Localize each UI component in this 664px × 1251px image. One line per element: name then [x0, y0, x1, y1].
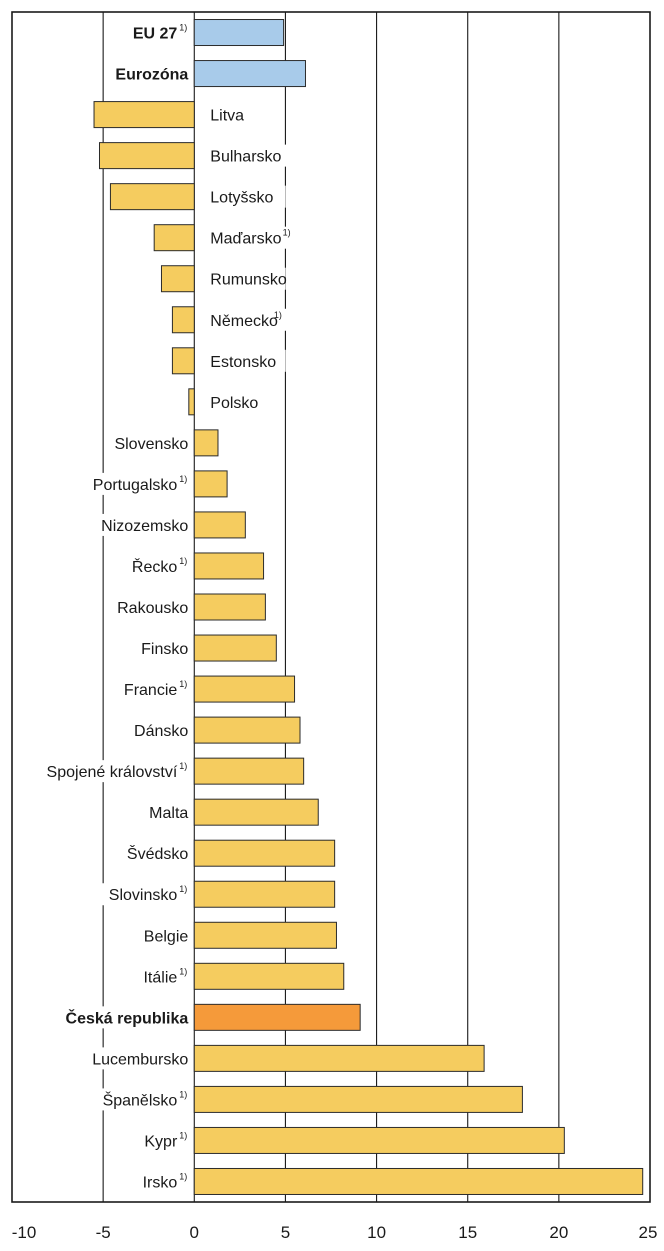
category-label-svedsko: Švédsko: [127, 844, 188, 863]
category-label-francie: Francie: [124, 682, 177, 699]
category-label-rumunsko: Rumunsko: [210, 272, 287, 289]
footnote-mark: 1): [179, 679, 187, 689]
category-label-polsko: Polsko: [210, 395, 258, 412]
footnote-mark: 1): [179, 23, 187, 33]
footnote-mark: 1): [283, 228, 291, 238]
bar-slovinsko: [194, 881, 334, 907]
category-label-finsko: Finsko: [141, 641, 188, 658]
bar-portugalsko: [194, 471, 227, 497]
bar-malta: [194, 799, 318, 825]
category-label-malta: Malta: [149, 805, 188, 822]
bar-kypr: [194, 1127, 564, 1153]
category-label-madarsko: Maďarsko: [210, 231, 281, 248]
category-label-recko: Řecko: [132, 557, 177, 576]
footnote-mark: 1): [179, 761, 187, 771]
bar-dansko: [194, 717, 300, 743]
footnote-mark: 1): [179, 1089, 187, 1099]
category-label-nizozemsko: Nizozemsko: [101, 518, 188, 535]
bar-spanelsko: [194, 1086, 522, 1112]
footnote-mark: 1): [179, 556, 187, 566]
category-label-rakousko: Rakousko: [117, 600, 188, 617]
category-label-portugalsko: Portugalsko: [93, 477, 178, 494]
x-tick-label: -5: [96, 1223, 111, 1242]
footnote-mark: 1): [179, 966, 187, 976]
category-label-litva: Litva: [210, 108, 244, 125]
bar-nizozemsko: [194, 512, 245, 538]
bar-estonsko: [172, 348, 194, 374]
x-axis-tick-labels: -10 -5 0 5 10 15 20 25: [12, 1223, 658, 1242]
x-tick-label: 20: [549, 1223, 568, 1242]
category-label-spojene-kralovstvi: Spojené království: [47, 764, 178, 781]
category-label-spanelsko: Španělsko: [103, 1090, 178, 1109]
bar-polsko: [189, 389, 194, 415]
footnote-mark: 1): [179, 1171, 187, 1181]
footnote-mark: 1): [179, 1130, 187, 1140]
bar-litva: [94, 102, 194, 128]
category-label-lotyssko: Lotyšsko: [210, 190, 273, 207]
x-tick-label: 15: [458, 1223, 477, 1242]
category-label-kypr: Kypr: [144, 1133, 178, 1150]
bar-nemecko: [172, 307, 194, 333]
category-label-slovinsko: Slovinsko: [109, 887, 178, 904]
bar-recko: [194, 553, 263, 579]
bar-lucembursko: [194, 1045, 484, 1071]
footnote-mark: 1): [274, 310, 282, 320]
x-tick-label: 25: [639, 1223, 658, 1242]
bar-belgie: [194, 922, 336, 948]
bar-bulharsko: [99, 143, 194, 169]
category-label-lucembursko: Lucembursko: [92, 1051, 188, 1068]
category-label-italie: Itálie: [143, 969, 177, 986]
bar-rakousko: [194, 594, 265, 620]
category-label-slovensko: Slovensko: [114, 436, 188, 453]
x-tick-label: 5: [281, 1223, 290, 1242]
bar-rumunsko: [161, 266, 194, 292]
x-tick-label: 10: [367, 1223, 386, 1242]
category-label-ceska-republika: Česká republika: [66, 1008, 189, 1027]
category-label-bulharsko: Bulharsko: [210, 149, 281, 166]
bar-ceska-republika: [194, 1004, 360, 1030]
bar-spojene-kralovstvi: [194, 758, 303, 784]
bar-lotyssko: [110, 184, 194, 210]
bar-slovensko: [194, 430, 218, 456]
bar-eurozona: [194, 61, 305, 87]
category-label-estonsko: Estonsko: [210, 354, 276, 371]
category-label-belgie: Belgie: [144, 928, 189, 945]
category-label-eurozona: Eurozóna: [115, 67, 188, 84]
bar-italie: [194, 963, 343, 989]
bar-madarsko: [154, 225, 194, 251]
category-label-eu-27: EU 27: [133, 26, 178, 43]
category-label-irsko: Irsko: [143, 1174, 178, 1191]
category-label-nemecko: Německo: [210, 313, 278, 330]
bar-finsko: [194, 635, 276, 661]
category-label-dansko: Dánsko: [134, 723, 188, 740]
footnote-mark: 1): [179, 474, 187, 484]
bar-eu-27: [194, 20, 283, 46]
bar-irsko: [194, 1168, 642, 1194]
bar-svedsko: [194, 840, 334, 866]
footnote-mark: 1): [179, 884, 187, 894]
x-tick-label: 0: [190, 1223, 199, 1242]
x-tick-label: -10: [12, 1223, 37, 1242]
bar-francie: [194, 676, 294, 702]
